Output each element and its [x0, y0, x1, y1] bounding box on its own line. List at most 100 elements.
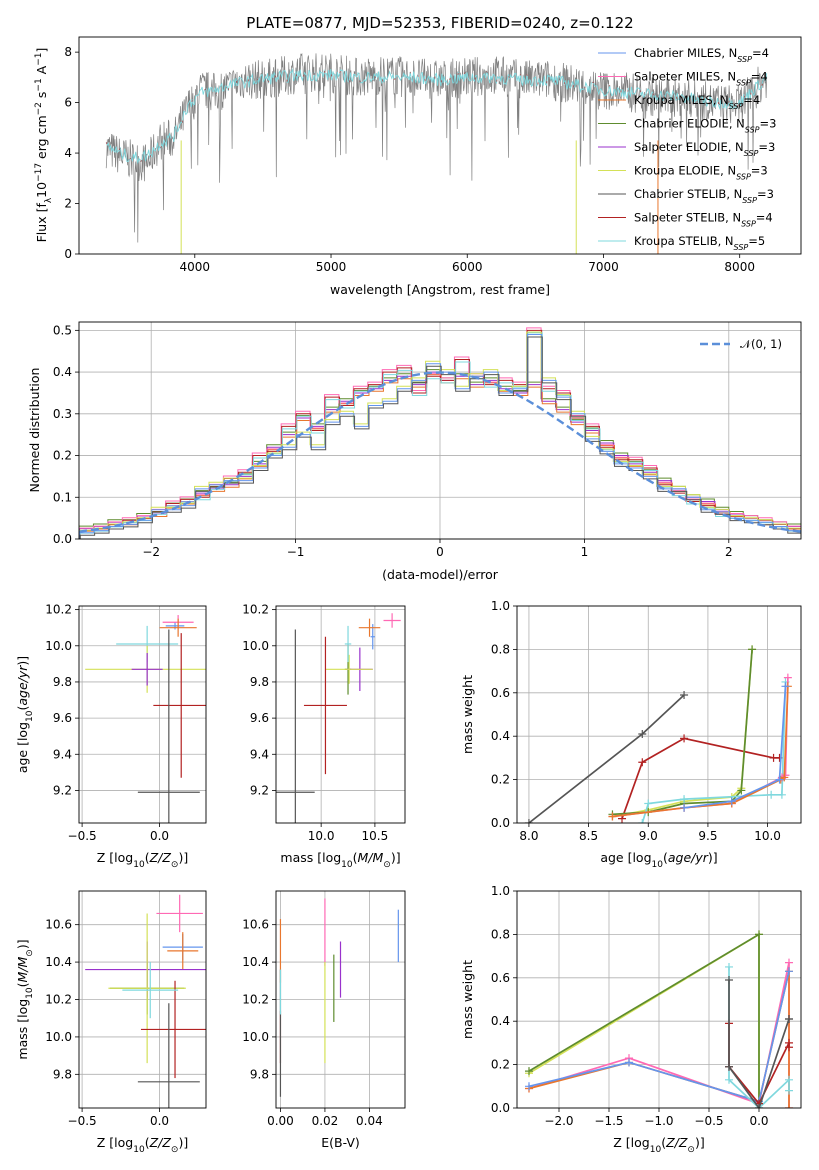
- weight-line: [612, 649, 753, 818]
- extinction-mass-panel: 0.00 0.02 0.04 9.8 10.0 10.2 10.4 10.6 E(B-V): [242, 890, 406, 1150]
- y-tick-label: 0: [64, 247, 72, 261]
- weight-marker: [638, 758, 647, 767]
- figure-title: PLATE=0877, MJD=52353, FIBERID=0240, z=0…: [246, 14, 633, 32]
- y-tick-label: 0.2: [491, 1058, 510, 1072]
- y-tick-label: 0.0: [491, 1101, 510, 1115]
- x-tick-label: 8000: [724, 260, 755, 274]
- y-axis-label: age [log10(age/yr)]: [15, 656, 35, 773]
- weight-marker: [748, 645, 757, 654]
- y-tick-label: 10.6: [45, 918, 72, 932]
- weight-marker: [780, 773, 789, 782]
- legend-label: Kroupa STELIB, NSSP=5: [634, 234, 765, 252]
- weight-marker: [775, 753, 784, 762]
- observed-spectrum: [105, 52, 768, 243]
- weight-marker: [680, 690, 689, 699]
- plot-area: [276, 613, 401, 823]
- x-tick-label: 0.0: [150, 1114, 169, 1128]
- weight-marker: [638, 819, 647, 823]
- legend-label: Kroupa MILES, NSSP=4: [634, 93, 760, 111]
- mass-age-panel: 10.0 10.5 9.2 9.4 9.6 9.8 10.0 10.2 mass [log10(…: [242, 603, 406, 870]
- weight-marker: [785, 1104, 793, 1108]
- legend-label: Salpeter STELIB, NSSP=4: [634, 211, 773, 229]
- y-tick-label: 10.0: [242, 639, 269, 653]
- plot-area: [85, 894, 206, 1108]
- weight-marker: [680, 795, 689, 804]
- x-tick-label: −1: [287, 545, 305, 559]
- plot-area: [524, 645, 792, 823]
- plot-area: [85, 615, 206, 823]
- weight-line: [683, 686, 787, 809]
- weight-line: [528, 971, 790, 1103]
- y-tick-label: 9.8: [250, 675, 269, 689]
- age-weight-panel: 8.0 8.5 9.0 9.5 10.0 0.0 0.2 0.4 0.6 0.8 1.0 age [l…: [460, 599, 802, 870]
- x-tick-label: −1.5: [594, 1114, 623, 1128]
- weight-marker: [725, 1062, 733, 1071]
- spectrum-legend: Chabrier MILES, NSSP=4 Salpeter MILES, NS…: [598, 46, 776, 252]
- model-spectrum-salpeter-stelib: [105, 68, 768, 165]
- y-tick-label: 9.2: [53, 783, 72, 797]
- axes-frame: [78, 36, 802, 255]
- y-tick-label: 10.2: [45, 993, 72, 1007]
- y-tick-label: 9.8: [53, 675, 72, 689]
- x-tick-label: 8.0: [519, 829, 538, 843]
- weight-marker: [767, 790, 776, 799]
- weight-marker: [625, 1058, 633, 1067]
- y-tick-label: 0.2: [491, 773, 510, 787]
- y-tick-label: 0.6: [491, 686, 510, 700]
- weight-marker: [737, 786, 746, 795]
- plot-area: [105, 52, 768, 254]
- y-tick-label: 9.8: [53, 1067, 72, 1081]
- axes-frame: [516, 605, 802, 824]
- y-tick-label: 9.6: [250, 711, 269, 725]
- weight-marker: [680, 803, 689, 812]
- y-tick-label: 2: [64, 197, 72, 211]
- y-tick-label: 9.4: [53, 747, 72, 761]
- weight-line: [728, 980, 790, 1108]
- y-tick-label: 0.5: [53, 323, 72, 337]
- histogram-step: [79, 374, 801, 539]
- y-tick-label: 10.0: [45, 1030, 72, 1044]
- x-tick-label: 5000: [316, 260, 347, 274]
- weight-marker: [785, 1043, 793, 1052]
- y-axis-label: mass weight: [460, 960, 475, 1039]
- y-tick-label: 0.4: [491, 1014, 510, 1028]
- y-tick-label: 1.0: [491, 599, 510, 613]
- y-tick-label: 9.6: [53, 711, 72, 725]
- x-tick-label: 0.0: [150, 829, 169, 843]
- y-axis-label: mass [log10(M/M⊙)]: [15, 939, 35, 1059]
- y-tick-label: 9.8: [250, 1067, 269, 1081]
- legend-label: 𝒩(0, 1): [740, 337, 782, 351]
- weight-marker: [775, 775, 784, 784]
- x-tick-label: 2: [725, 545, 733, 559]
- x-axis-label: age [log10(age/yr)]: [600, 850, 717, 870]
- weight-marker: [783, 673, 792, 682]
- x-tick-label: −0.5: [694, 1114, 723, 1128]
- weight-marker: [608, 812, 617, 821]
- x-tick-label: 0.04: [356, 1114, 383, 1128]
- x-axis-label: Z [log10(Z/Z⊙)]: [613, 1135, 704, 1155]
- weight-marker: [781, 682, 790, 691]
- y-tick-label: 4: [64, 146, 72, 160]
- x-tick-label: −0.5: [68, 1114, 97, 1128]
- weight-marker: [785, 1086, 793, 1095]
- spectrum-panel: 4000 5000 6000 7000 8000 0 2 4 6 8 wavelength [Ang…: [34, 36, 802, 297]
- legend-label: Salpeter MILES, NSSP=4: [634, 70, 768, 88]
- y-tick-label: 8: [64, 45, 72, 59]
- plot-area: [525, 930, 793, 1108]
- weight-line: [612, 649, 753, 816]
- y-tick-label: 0.4: [53, 365, 72, 379]
- x-axis-label: mass [log10(M/M⊙)]: [280, 850, 400, 870]
- axes-frame: [78, 890, 207, 1109]
- x-axis-label: (data-model)/error: [382, 567, 499, 582]
- x-axis-label: E(B-V): [321, 1135, 360, 1150]
- x-tick-label: 0.00: [267, 1114, 294, 1128]
- x-tick-label: 9.0: [639, 829, 658, 843]
- x-tick-label: −0.5: [68, 829, 97, 843]
- y-tick-label: 10.4: [45, 955, 72, 969]
- weight-line: [612, 686, 789, 818]
- weight-marker: [638, 730, 647, 739]
- weight-marker: [725, 962, 733, 971]
- x-axis-label: Z [log10(Z/Z⊙)]: [97, 1135, 188, 1155]
- x-tick-label: 0.0: [749, 1114, 768, 1128]
